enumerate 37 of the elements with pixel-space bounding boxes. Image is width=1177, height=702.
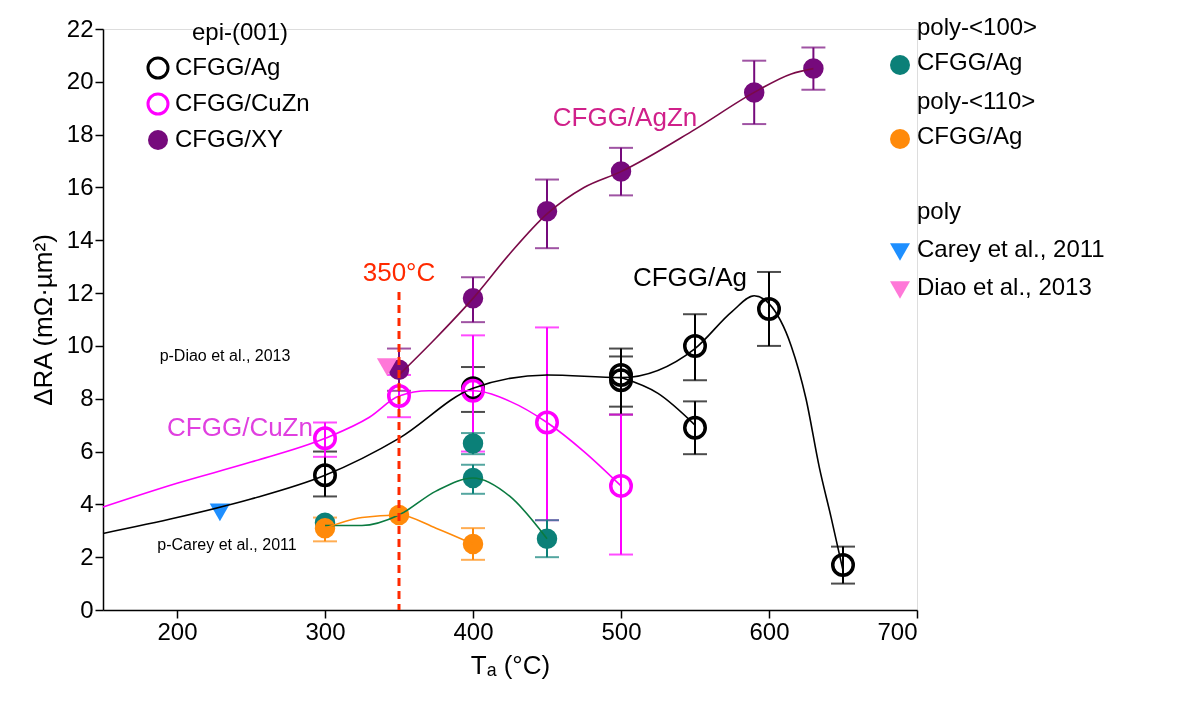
annotation: poly-<100> — [917, 13, 1038, 40]
x-tick-label: 600 — [749, 617, 790, 645]
annotation: CFGG/Ag — [632, 262, 748, 292]
y-tick-label: 2 — [80, 542, 94, 570]
y-tick-label: 22 — [66, 14, 94, 42]
y-axis-title: ΔRA (mΩ·µm²) — [27, 234, 58, 406]
legend-label: CFGG/XY — [175, 125, 284, 152]
legend-label: Diao et al., 2013 — [917, 273, 1092, 300]
y-tick-label: 4 — [80, 489, 94, 517]
x-tick-label: 300 — [305, 617, 346, 645]
y-tick-label: 14 — [66, 225, 94, 253]
x-tick-label: 700 — [877, 617, 918, 645]
x-tick-label: 400 — [453, 617, 494, 645]
annotation: p-Carey et al., 2011 — [157, 536, 297, 553]
annotation: p-Diao et al., 2013 — [159, 347, 291, 364]
legend-title: epi-(001) — [191, 18, 289, 45]
legend-label: CFGG/Ag — [175, 53, 281, 80]
x-tick-label: 200 — [157, 617, 198, 645]
annotation: poly — [917, 197, 962, 224]
ref-line-label: 350°C — [362, 257, 436, 287]
y-tick-label: 0 — [80, 595, 94, 623]
x-axis-title: Tₐ (°C) — [470, 649, 551, 680]
y-tick-label: 18 — [66, 120, 94, 148]
legend-label: CFGG/Ag — [917, 48, 1023, 75]
annotation: CFGG/AgZn — [552, 102, 698, 132]
y-tick-label: 16 — [66, 172, 94, 200]
legend-label: CFGG/CuZn — [175, 89, 310, 116]
annotation: poly-<110> — [917, 87, 1036, 114]
legend-label: CFGG/Ag — [917, 122, 1023, 149]
x-tick-label: 500 — [601, 617, 642, 645]
y-tick-label: 20 — [66, 67, 94, 95]
annotation: CFGG/CuZn — [167, 412, 313, 442]
y-tick-label: 6 — [80, 437, 94, 465]
legend-label: Carey et al., 2011 — [917, 235, 1105, 262]
y-tick-label: 12 — [66, 278, 94, 306]
y-tick-label: 8 — [80, 384, 94, 412]
y-tick-label: 10 — [66, 331, 94, 359]
